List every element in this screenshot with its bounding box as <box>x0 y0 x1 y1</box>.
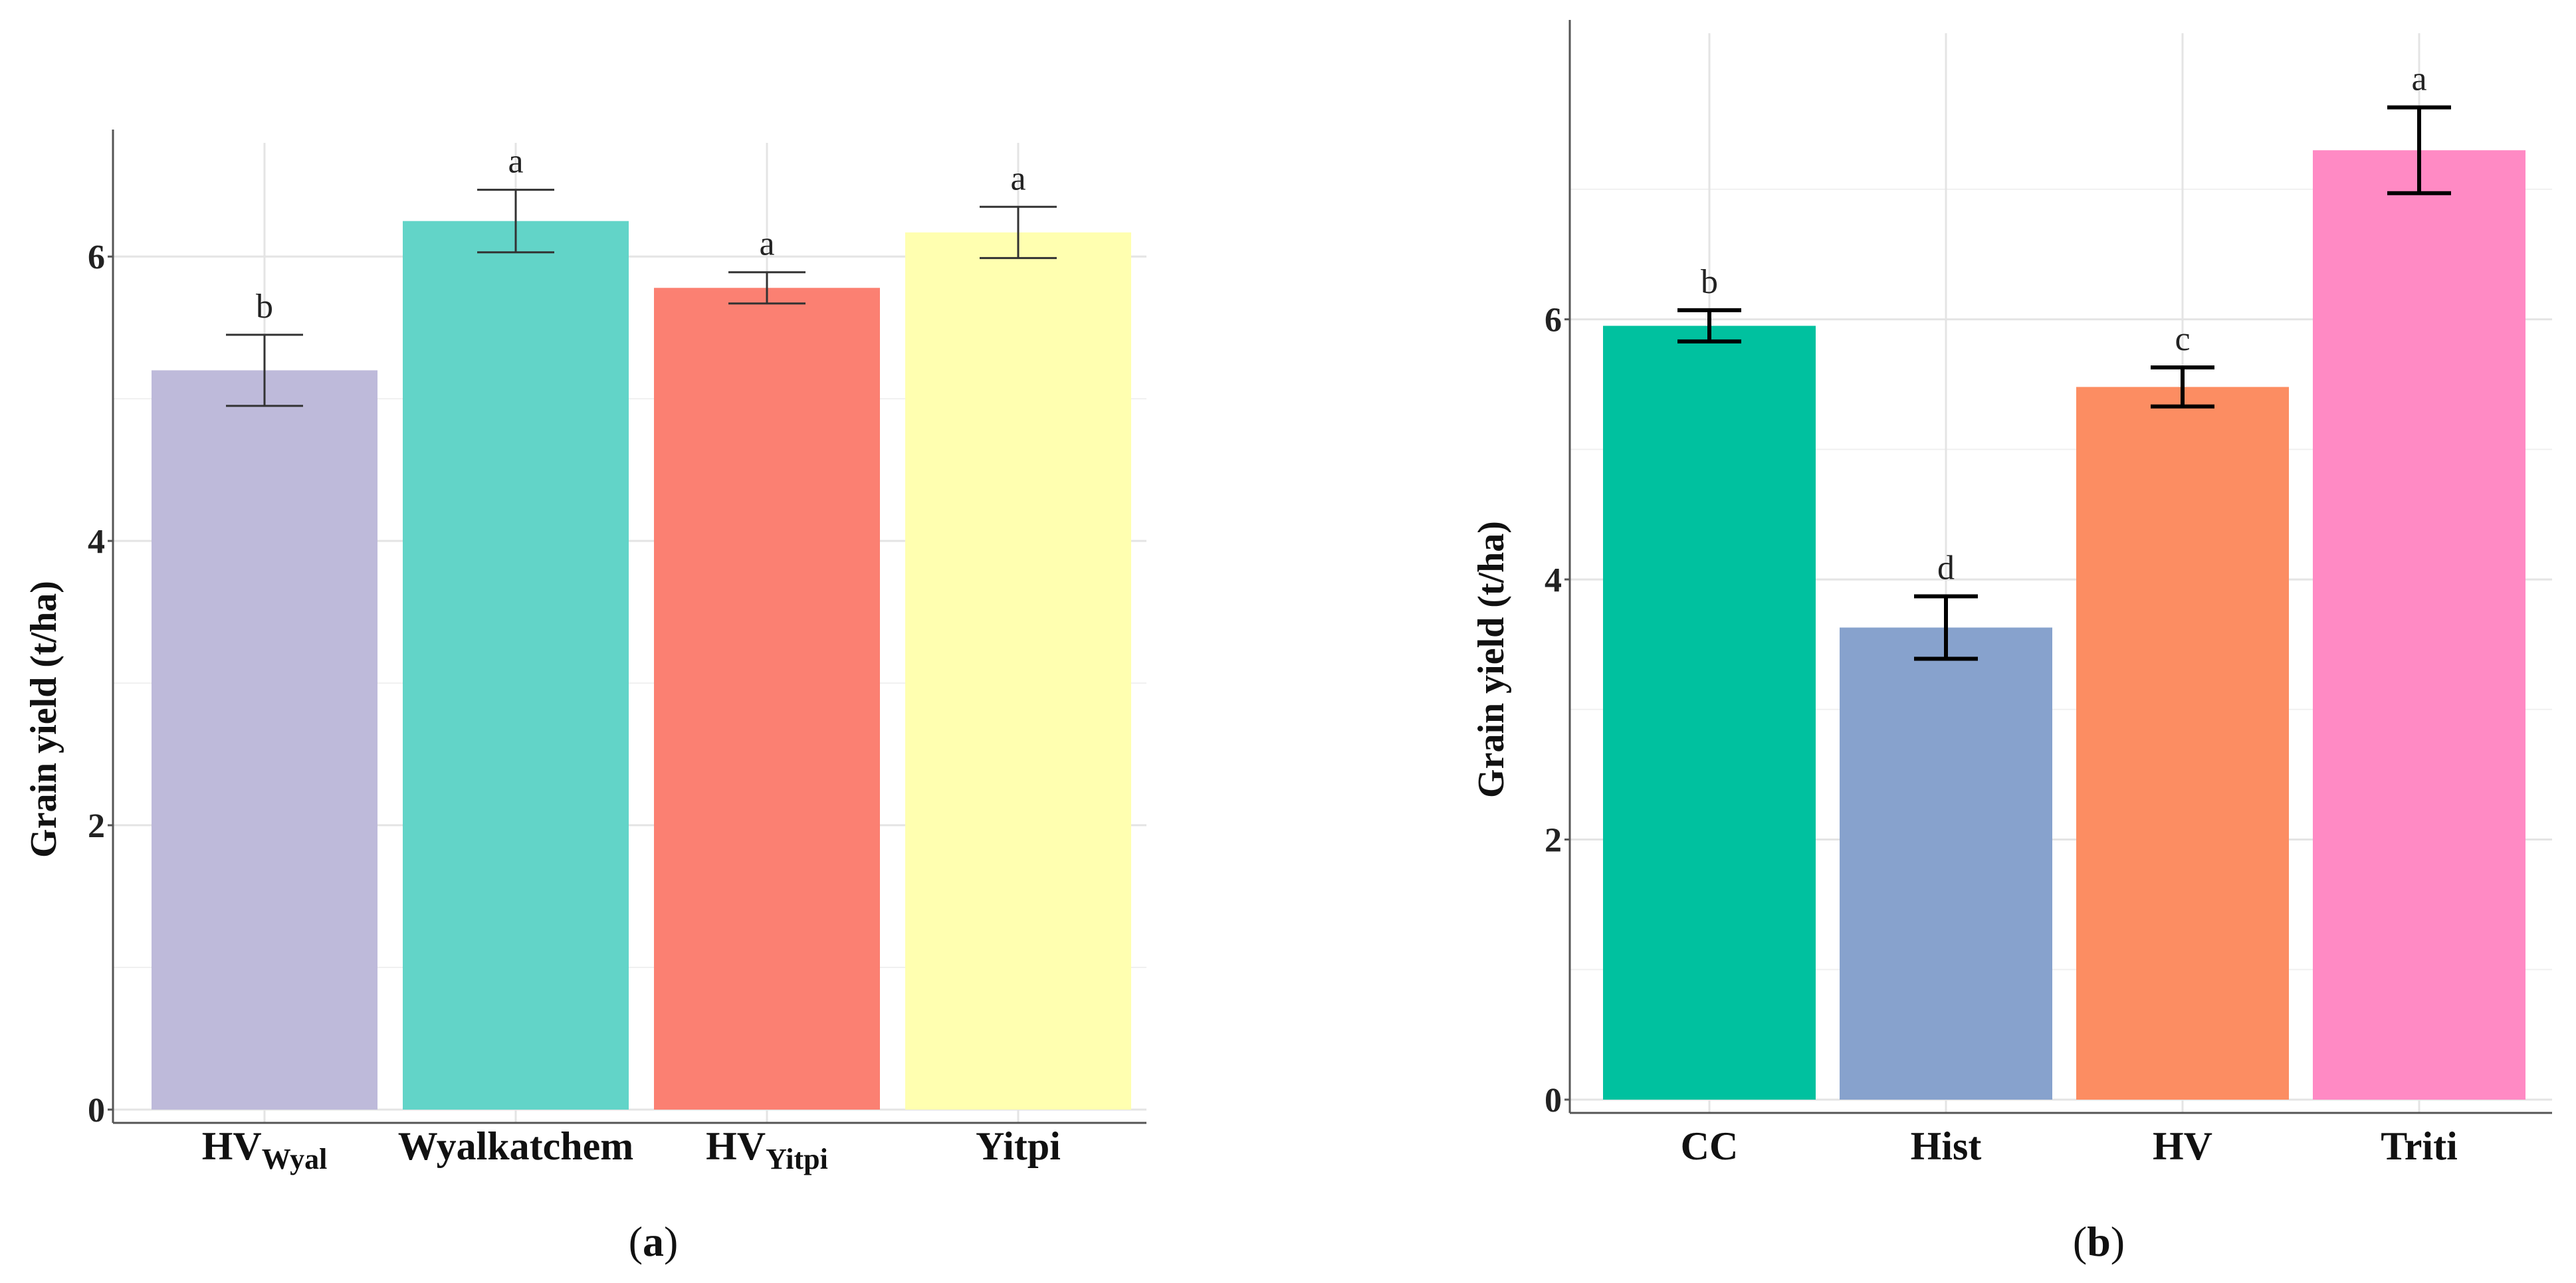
bar-hv-yitpi <box>654 288 880 1110</box>
bar-triti <box>2313 150 2525 1100</box>
axes <box>1568 20 2552 1114</box>
significance-letter: a <box>508 143 523 181</box>
x-tick-label: HVYitpi <box>706 1124 828 1175</box>
error-bar <box>980 205 1057 259</box>
panel-a: b HVWyal a Wyalkatchem a HVYitpi a Yitpi 0 2 4 6 Gra… <box>23 130 1146 1265</box>
significance-letter: a <box>2411 60 2426 98</box>
significance-letter: d <box>1937 549 1955 587</box>
panel-caption: (a) <box>629 1218 679 1265</box>
y-tick-label: 6 <box>1545 302 1562 340</box>
error-bar <box>1914 594 1978 661</box>
bar-wyalkatchem <box>403 221 629 1110</box>
error-bar <box>226 334 303 407</box>
bar-hist <box>1840 627 2052 1100</box>
significance-letter: b <box>1701 263 1718 301</box>
y-axis-title: Grain yield (t/ha) <box>23 581 64 858</box>
significance-letter: a <box>759 225 774 263</box>
error-bar <box>2151 365 2214 409</box>
y-tick-label: 0 <box>1545 1082 1562 1120</box>
x-tick-label: Wyalkatchem <box>398 1124 633 1168</box>
error-bar <box>1677 308 1741 344</box>
bar-hv-wyal <box>152 370 377 1110</box>
panel-b: b CC d Hist c HV a Triti 0 2 4 6 Grain yield (t/ha) (… <box>1471 20 2552 1265</box>
y-tick-label: 6 <box>88 239 105 276</box>
x-tick-label: HVWyal <box>202 1124 328 1175</box>
x-tick-label: CC <box>1681 1124 1739 1168</box>
y-tick-label: 4 <box>1545 561 1562 599</box>
significance-letter: b <box>256 288 273 326</box>
x-tick-label: Hist <box>1911 1124 1982 1168</box>
significance-letter: c <box>2175 320 2190 358</box>
error-bar <box>728 271 805 305</box>
y-axis-title: Grain yield (t/ha) <box>1471 521 1512 798</box>
y-tick-label: 0 <box>88 1092 105 1130</box>
bar-yitpi <box>905 232 1131 1110</box>
y-tick-label: 2 <box>88 807 105 845</box>
bar-hv <box>2076 387 2289 1100</box>
y-tick-label: 2 <box>1545 822 1562 860</box>
x-tick-label: HV <box>2153 1124 2212 1168</box>
error-bar <box>477 189 554 254</box>
x-tick-label: Yitpi <box>976 1124 1061 1168</box>
axes <box>112 130 1146 1124</box>
y-tick-label: 4 <box>88 523 105 561</box>
x-tick-label: Triti <box>2381 1124 2458 1168</box>
significance-letter: a <box>1010 159 1025 197</box>
panel-caption: (b) <box>2073 1218 2125 1265</box>
error-bar <box>2387 105 2451 195</box>
bar-cc <box>1603 326 1816 1100</box>
